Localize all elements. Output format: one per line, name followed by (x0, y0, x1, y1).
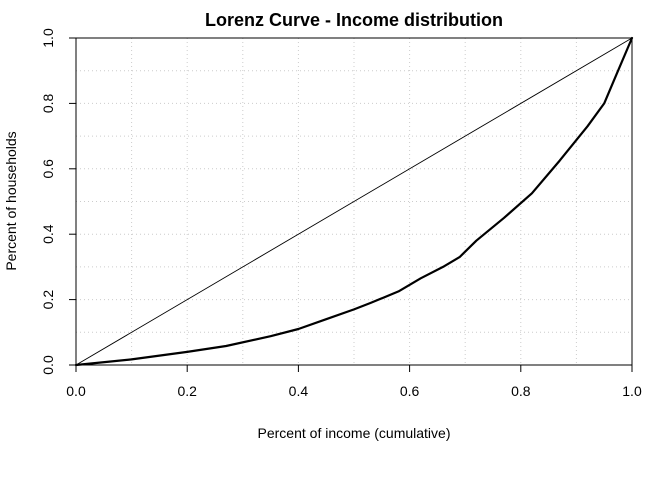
plot-frame (75, 37, 633, 366)
equality-line (75, 37, 633, 366)
series-layer (74, 36, 634, 367)
y-tick-label: 0.2 (40, 290, 56, 310)
x-tick-label: 0.4 (289, 383, 309, 399)
y-tick-label: 0.8 (40, 93, 56, 113)
x-tick-label: 0.2 (177, 383, 197, 399)
y-tick-label: 0.4 (40, 224, 56, 244)
grid-layer (76, 38, 632, 365)
lorenz-curve-line (74, 36, 634, 367)
x-axis-label: Percent of income (cumulative) (258, 425, 451, 441)
axis-layer: 0.0 0.2 0.4 0.6 0.8 1.0 0.0 0.2 0.4 0.6 0.8 1.0 (40, 28, 642, 399)
y-tick-label: 0.6 (40, 159, 56, 179)
y-tick-label: 1.0 (40, 28, 56, 48)
x-tick-label: 0.8 (511, 383, 531, 399)
y-axis-label: Percent of households (3, 131, 19, 270)
chart-title: Lorenz Curve - Income distribution (205, 10, 503, 30)
y-tick-label: 0.0 (40, 355, 56, 375)
x-tick-label: 1.0 (622, 383, 642, 399)
x-tick-label: 0.0 (66, 383, 86, 399)
x-tick-label: 0.6 (400, 383, 420, 399)
